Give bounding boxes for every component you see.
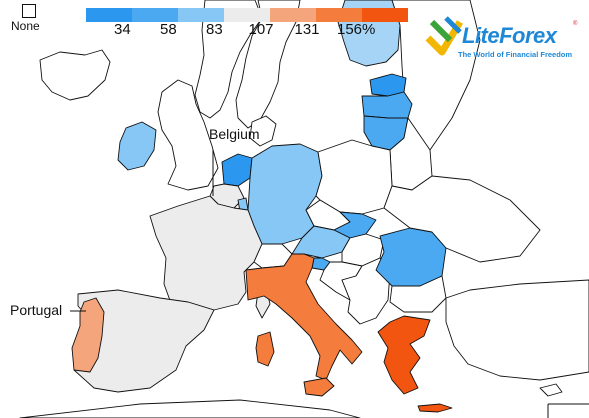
country-italy-sardinia <box>255 331 275 367</box>
legend-label-0: 34 <box>114 21 131 38</box>
country-france <box>149 195 263 311</box>
legend-none-swatch <box>22 4 36 18</box>
country-poland <box>315 139 393 215</box>
country-italy-sicily <box>303 377 335 397</box>
country-ukraine <box>383 175 541 263</box>
legend-swatch-2 <box>178 8 224 22</box>
country-italy <box>245 253 363 381</box>
legend-label-4: 131 <box>294 21 320 38</box>
legend-swatch-4 <box>270 8 316 22</box>
country-portugal <box>71 297 105 373</box>
region-north-africa <box>19 399 361 418</box>
legend-swatch-5 <box>316 8 362 22</box>
country-ireland <box>117 121 157 171</box>
legend-label-2: 83 <box>206 21 223 38</box>
country-netherlands <box>221 153 253 187</box>
logo-mark-icon <box>425 16 464 56</box>
country-cyprus <box>539 383 563 397</box>
callout-portugal: Portugal <box>10 302 63 318</box>
country-turkey <box>445 279 589 381</box>
logo-tagline: The World of Financial Freedom <box>458 50 573 59</box>
legend-swatch-0 <box>86 8 132 22</box>
country-greece <box>377 315 431 395</box>
country-denmark <box>249 115 277 147</box>
legend-swatch-3 <box>224 8 270 22</box>
legend-swatch-6 <box>362 8 408 22</box>
logo-registered-mark: ® <box>573 21 578 27</box>
country-norway <box>194 0 263 119</box>
country-united-kingdom <box>157 79 219 191</box>
country-iceland <box>39 49 111 101</box>
liteforex-logo: LiteForex ® The World of Financial Freed… <box>424 12 584 62</box>
legend-label-5: 156% <box>337 21 376 38</box>
logo-wordmark: LiteForex <box>462 23 557 48</box>
legend-swatch-1 <box>132 8 178 22</box>
country-balkans <box>341 257 391 325</box>
legend-none-label: None <box>11 19 40 33</box>
callout-belgium: Belgium <box>209 126 260 142</box>
country-greece-crete <box>417 403 453 413</box>
country-bulgaria <box>389 275 447 313</box>
country-romania <box>375 227 447 287</box>
country-latvia <box>361 91 413 119</box>
legend-label-1: 58 <box>160 21 177 38</box>
legend-label-3: 107 <box>248 21 274 38</box>
